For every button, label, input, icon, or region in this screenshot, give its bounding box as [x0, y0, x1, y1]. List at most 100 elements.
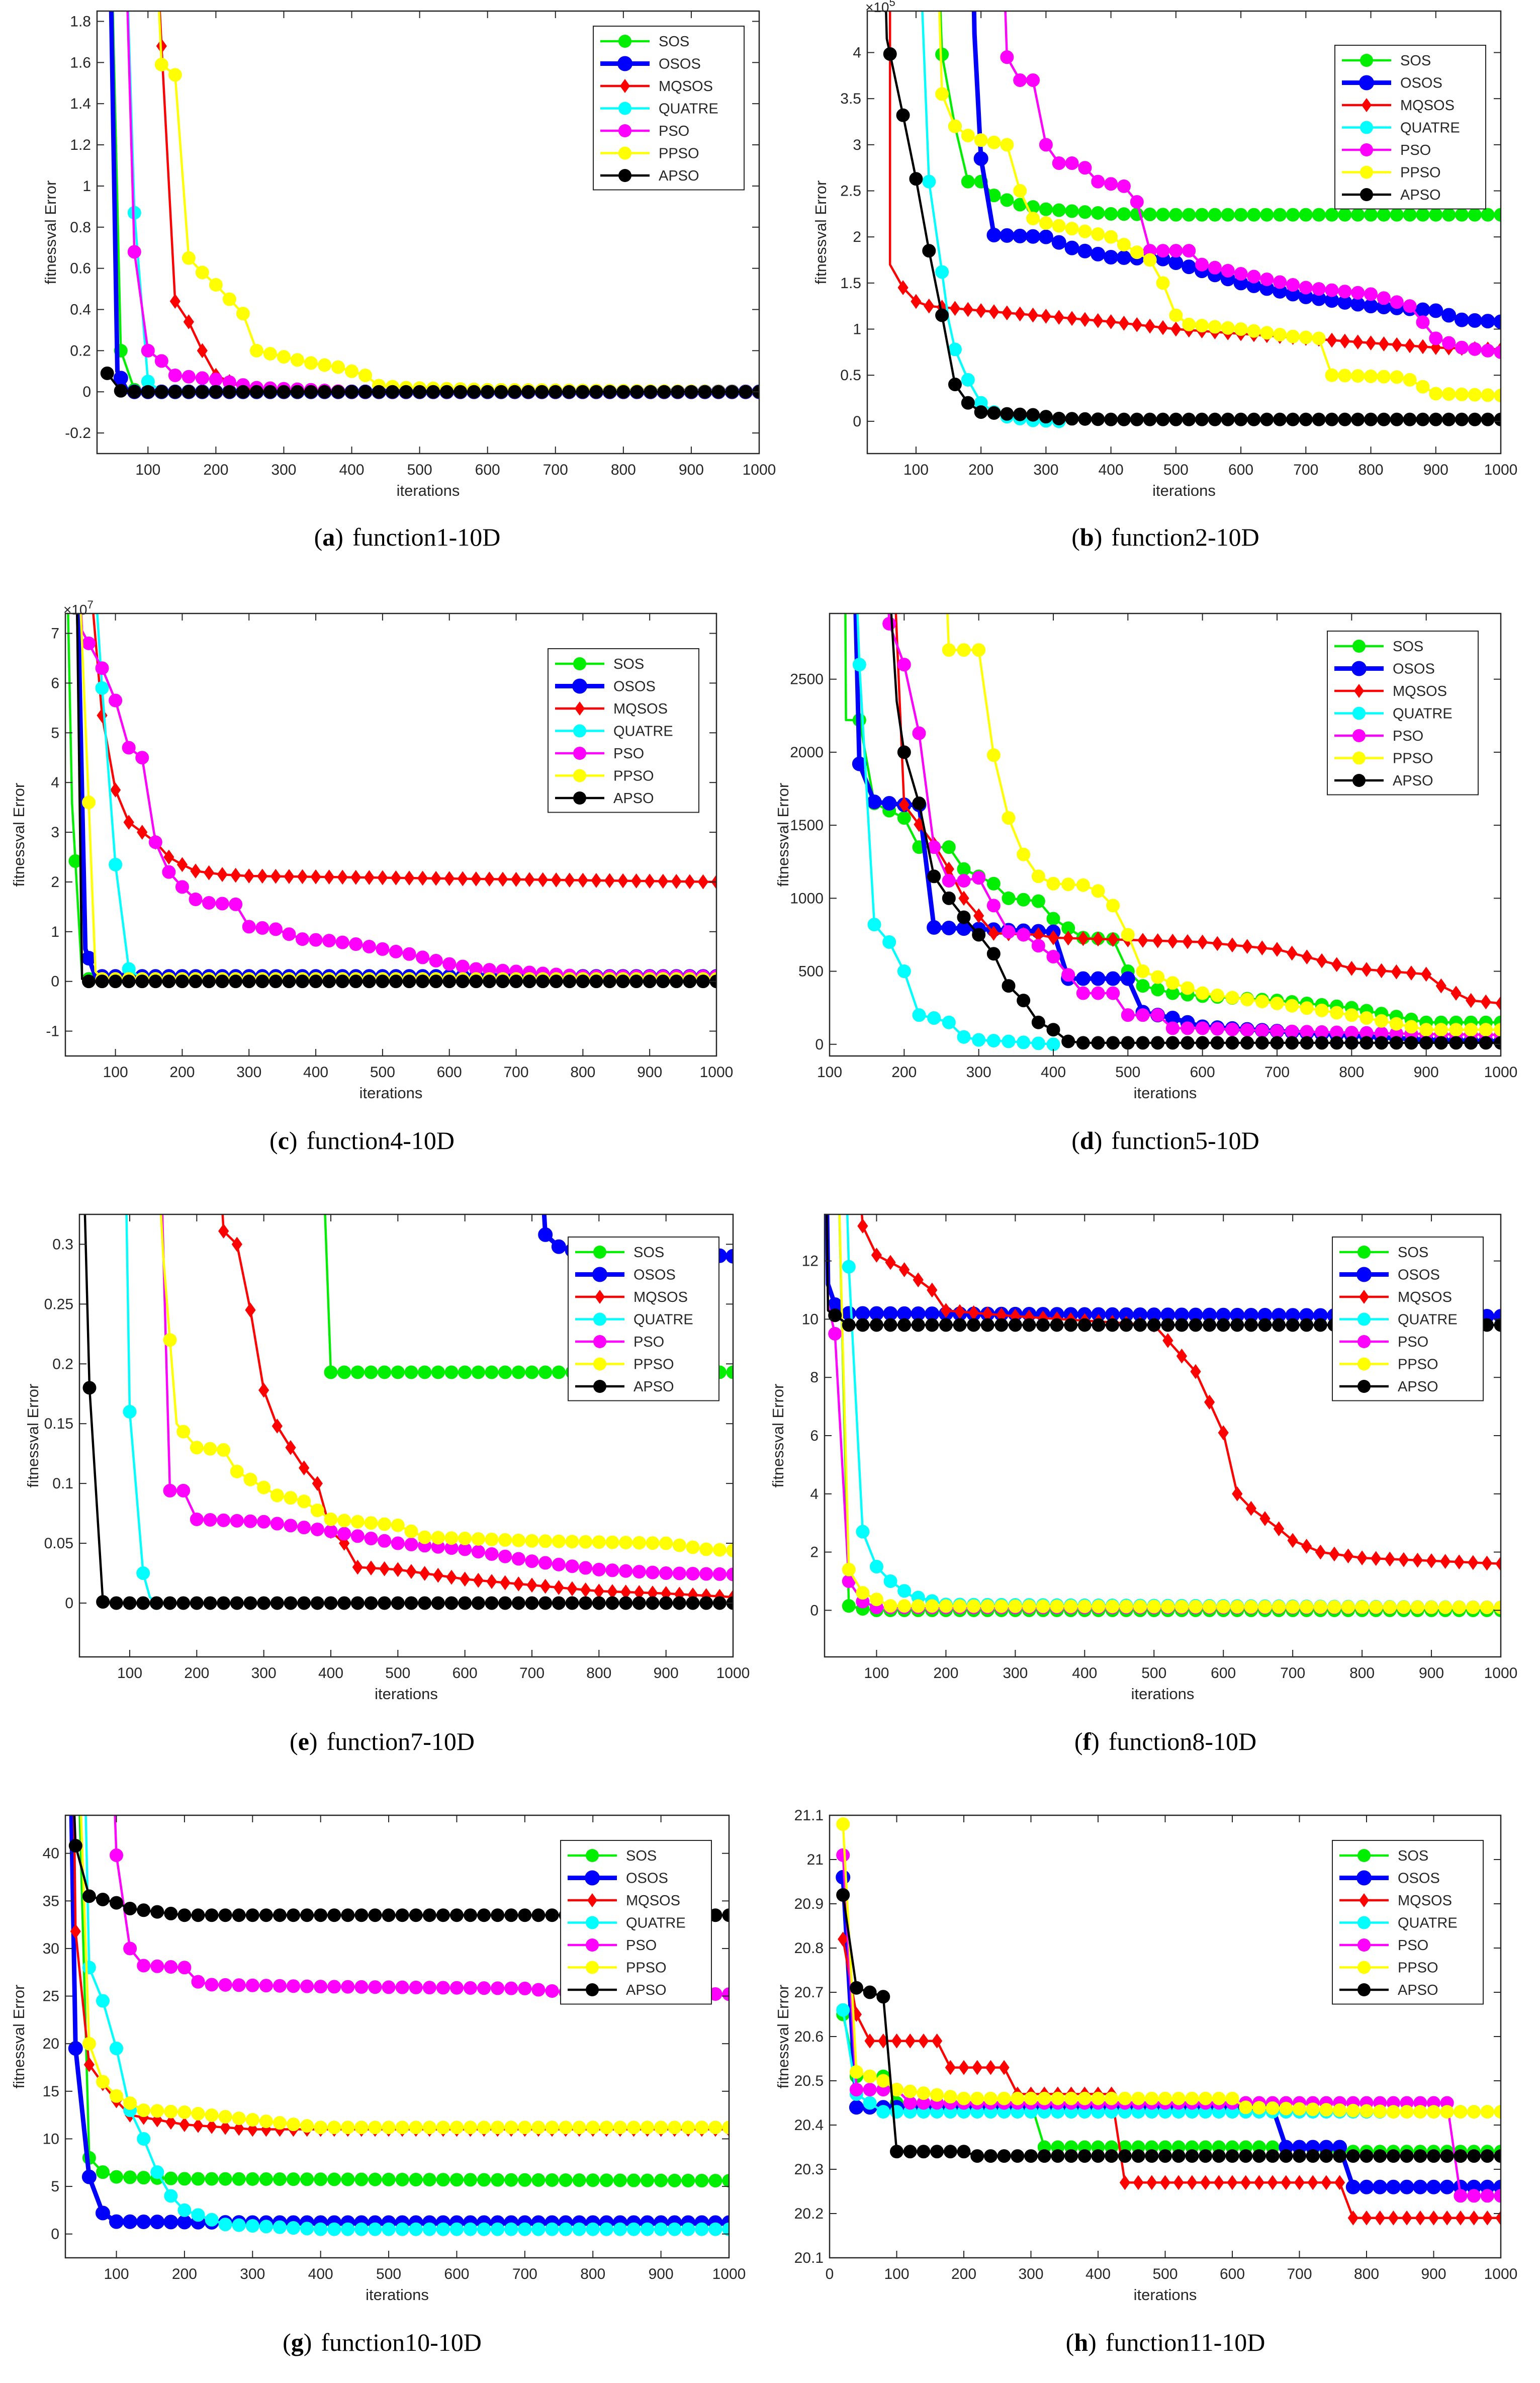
marker-ppso: [708, 2121, 722, 2135]
legend-label-osos: OSOS: [1393, 661, 1435, 677]
marker-sos: [1017, 893, 1031, 907]
marker-pso: [350, 1529, 365, 1543]
caption: (c) function4-10D: [269, 1126, 455, 1155]
marker-pso: [1117, 179, 1131, 193]
marker-sos: [1403, 208, 1417, 222]
marker-mqsos: [337, 869, 348, 885]
marker-mqsos: [390, 870, 402, 886]
marker-mqsos: [1391, 337, 1402, 352]
marker-pso: [726, 1567, 733, 1581]
marker-ppso: [552, 1534, 566, 1548]
marker-apso: [154, 385, 168, 399]
marker-osos: [1091, 971, 1106, 986]
legend-label-mqsos: MQSOS: [1398, 1893, 1452, 1909]
marker-apso: [739, 385, 753, 399]
marker-sos: [1052, 203, 1066, 217]
marker-apso: [1494, 2149, 1501, 2163]
legend-label-ppso: PPSO: [1393, 751, 1433, 767]
marker-osos: [1000, 228, 1015, 243]
marker-mqsos: [1466, 993, 1477, 1008]
marker-pso: [1151, 1008, 1165, 1022]
marker-sos: [431, 1365, 445, 1379]
marker-apso: [1017, 994, 1031, 1008]
marker-ppso: [1481, 388, 1495, 402]
marker-mqsos: [1421, 966, 1432, 982]
marker-apso: [1221, 412, 1235, 426]
marker-quatre: [986, 1034, 1001, 1048]
marker-mqsos: [1352, 334, 1364, 350]
marker-apso: [576, 975, 590, 989]
legend-label-osos: OSOS: [626, 1871, 668, 1887]
legend-marker-osos: [617, 56, 632, 71]
marker-apso: [1002, 979, 1016, 993]
marker-ppso: [1077, 2091, 1092, 2105]
marker-apso: [1117, 412, 1131, 426]
marker-pso: [230, 1514, 244, 1528]
marker-sos: [409, 2173, 423, 2187]
marker-pso: [376, 942, 390, 956]
marker-apso: [413, 385, 427, 399]
marker-ppso: [477, 2121, 491, 2135]
marker-ppso: [974, 133, 988, 147]
legend-label-mqsos: MQSOS: [659, 78, 713, 95]
marker-sos: [1169, 208, 1183, 222]
marker-ppso: [290, 353, 304, 367]
marker-pso: [686, 1566, 700, 1580]
marker-apso: [1136, 1036, 1150, 1050]
marker-sos: [1208, 208, 1222, 222]
marker-apso: [150, 1905, 164, 1919]
marker-sos: [1325, 208, 1339, 222]
marker-mqsos: [1170, 321, 1182, 337]
marker-pso: [511, 1552, 525, 1566]
x-tick-label: 600: [1190, 1064, 1215, 1081]
x-tick-label: 300: [251, 1665, 277, 1682]
series-group: [825, 1214, 1501, 1617]
marker-quatre: [722, 2222, 729, 2236]
marker-ppso: [1105, 1600, 1119, 1614]
marker-ppso: [1065, 222, 1079, 236]
marker-mqsos: [918, 2033, 929, 2049]
marker-ppso: [1299, 330, 1313, 344]
marker-mqsos: [1200, 2175, 1211, 2190]
marker-quatre: [867, 918, 881, 932]
y-tick-label: 8: [810, 1369, 819, 1386]
marker-apso: [563, 975, 577, 989]
legend-marker-pso: [586, 1938, 599, 1952]
marker-pso: [1076, 986, 1090, 1000]
marker-ppso: [1234, 322, 1248, 336]
marker-mqsos: [1455, 2210, 1466, 2226]
marker-sos: [471, 1365, 485, 1379]
marker-mqsos: [684, 874, 695, 890]
marker-apso: [1494, 1036, 1501, 1050]
legend-label-quatre: QUATRE: [1398, 1312, 1458, 1328]
marker-osos: [1064, 240, 1079, 255]
marker-osos: [1493, 314, 1501, 329]
legend-marker-mqsos: [1362, 98, 1372, 112]
marker-apso: [458, 1596, 472, 1610]
axes-box: [78, 1213, 734, 1658]
marker-mqsos: [1106, 314, 1117, 329]
marker-pso: [297, 1521, 311, 1535]
marker-mqsos: [1259, 1511, 1271, 1526]
marker-apso: [1196, 1036, 1210, 1050]
marker-apso: [399, 385, 413, 399]
marker-apso: [109, 1596, 123, 1610]
marker-mqsos: [444, 871, 455, 887]
y-tick-label: 25: [43, 1988, 59, 2005]
marker-pso: [1273, 275, 1287, 289]
marker-mqsos: [1404, 338, 1415, 354]
marker-mqsos: [1435, 978, 1446, 994]
marker-sos: [1143, 207, 1157, 221]
marker-apso: [669, 975, 683, 989]
marker-mqsos: [1040, 308, 1051, 324]
marker-ppso: [1255, 995, 1269, 1009]
x-tick-label: 600: [437, 1064, 462, 1081]
marker-apso: [354, 1908, 369, 1922]
caption: (f) function8-10D: [1074, 1727, 1256, 1755]
marker-quatre: [300, 2222, 314, 2236]
marker-quatre: [382, 2222, 396, 2236]
marker-mqsos: [231, 1237, 242, 1252]
marker-quatre: [245, 2219, 259, 2233]
marker-ppso: [876, 2074, 890, 2088]
legend-marker-quatre: [1357, 1916, 1371, 1929]
